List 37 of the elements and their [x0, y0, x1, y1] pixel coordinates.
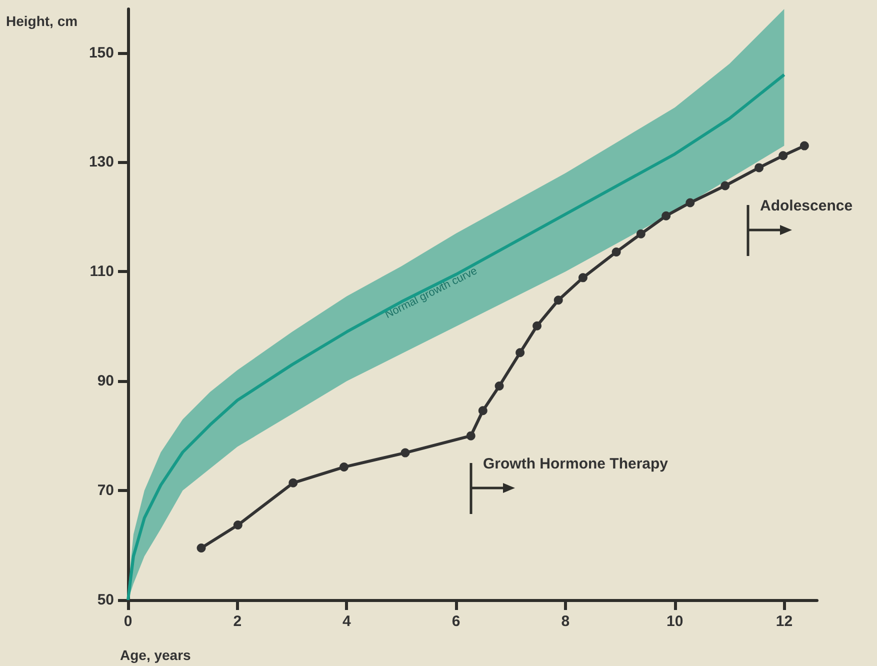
- point: [554, 296, 563, 305]
- point: [233, 520, 242, 530]
- point: [532, 321, 542, 330]
- x-tick-label: 6: [452, 613, 460, 630]
- point: [478, 406, 488, 416]
- x-tick-label: 2: [233, 613, 242, 630]
- point: [778, 151, 788, 160]
- point: [636, 229, 646, 238]
- point: [340, 462, 348, 472]
- point: [494, 382, 504, 391]
- point: [400, 448, 410, 458]
- x-tick-label: 4: [342, 613, 352, 630]
- y-tick-label: 110: [90, 263, 114, 280]
- point: [288, 478, 298, 488]
- x-tick-label: 10: [666, 613, 684, 630]
- y-tick-label: 50: [97, 592, 114, 608]
- point: [662, 211, 671, 220]
- point: [578, 273, 588, 282]
- y-tick-label: 70: [97, 482, 114, 500]
- point: [516, 348, 525, 358]
- annotation: Growth Hormone Therapy: [483, 456, 669, 472]
- y-tick-label: 90: [97, 372, 114, 390]
- annotation: Adolescence: [760, 198, 853, 214]
- point: [754, 163, 764, 172]
- x-tick-label: 0: [124, 613, 132, 630]
- x-tick-label: 8: [561, 613, 570, 630]
- x-tick-label: 12: [776, 613, 793, 630]
- y-axis-title: Height, cm: [6, 13, 78, 29]
- y-tick-label: 150: [88, 44, 114, 62]
- x-axis-title: Age, years: [120, 647, 192, 663]
- point: [686, 198, 695, 208]
- y-tick-label: 130: [88, 154, 114, 171]
- point: [720, 181, 730, 190]
- point: [196, 544, 206, 553]
- point: [466, 431, 476, 440]
- point: [612, 247, 621, 256]
- point: [800, 141, 809, 150]
